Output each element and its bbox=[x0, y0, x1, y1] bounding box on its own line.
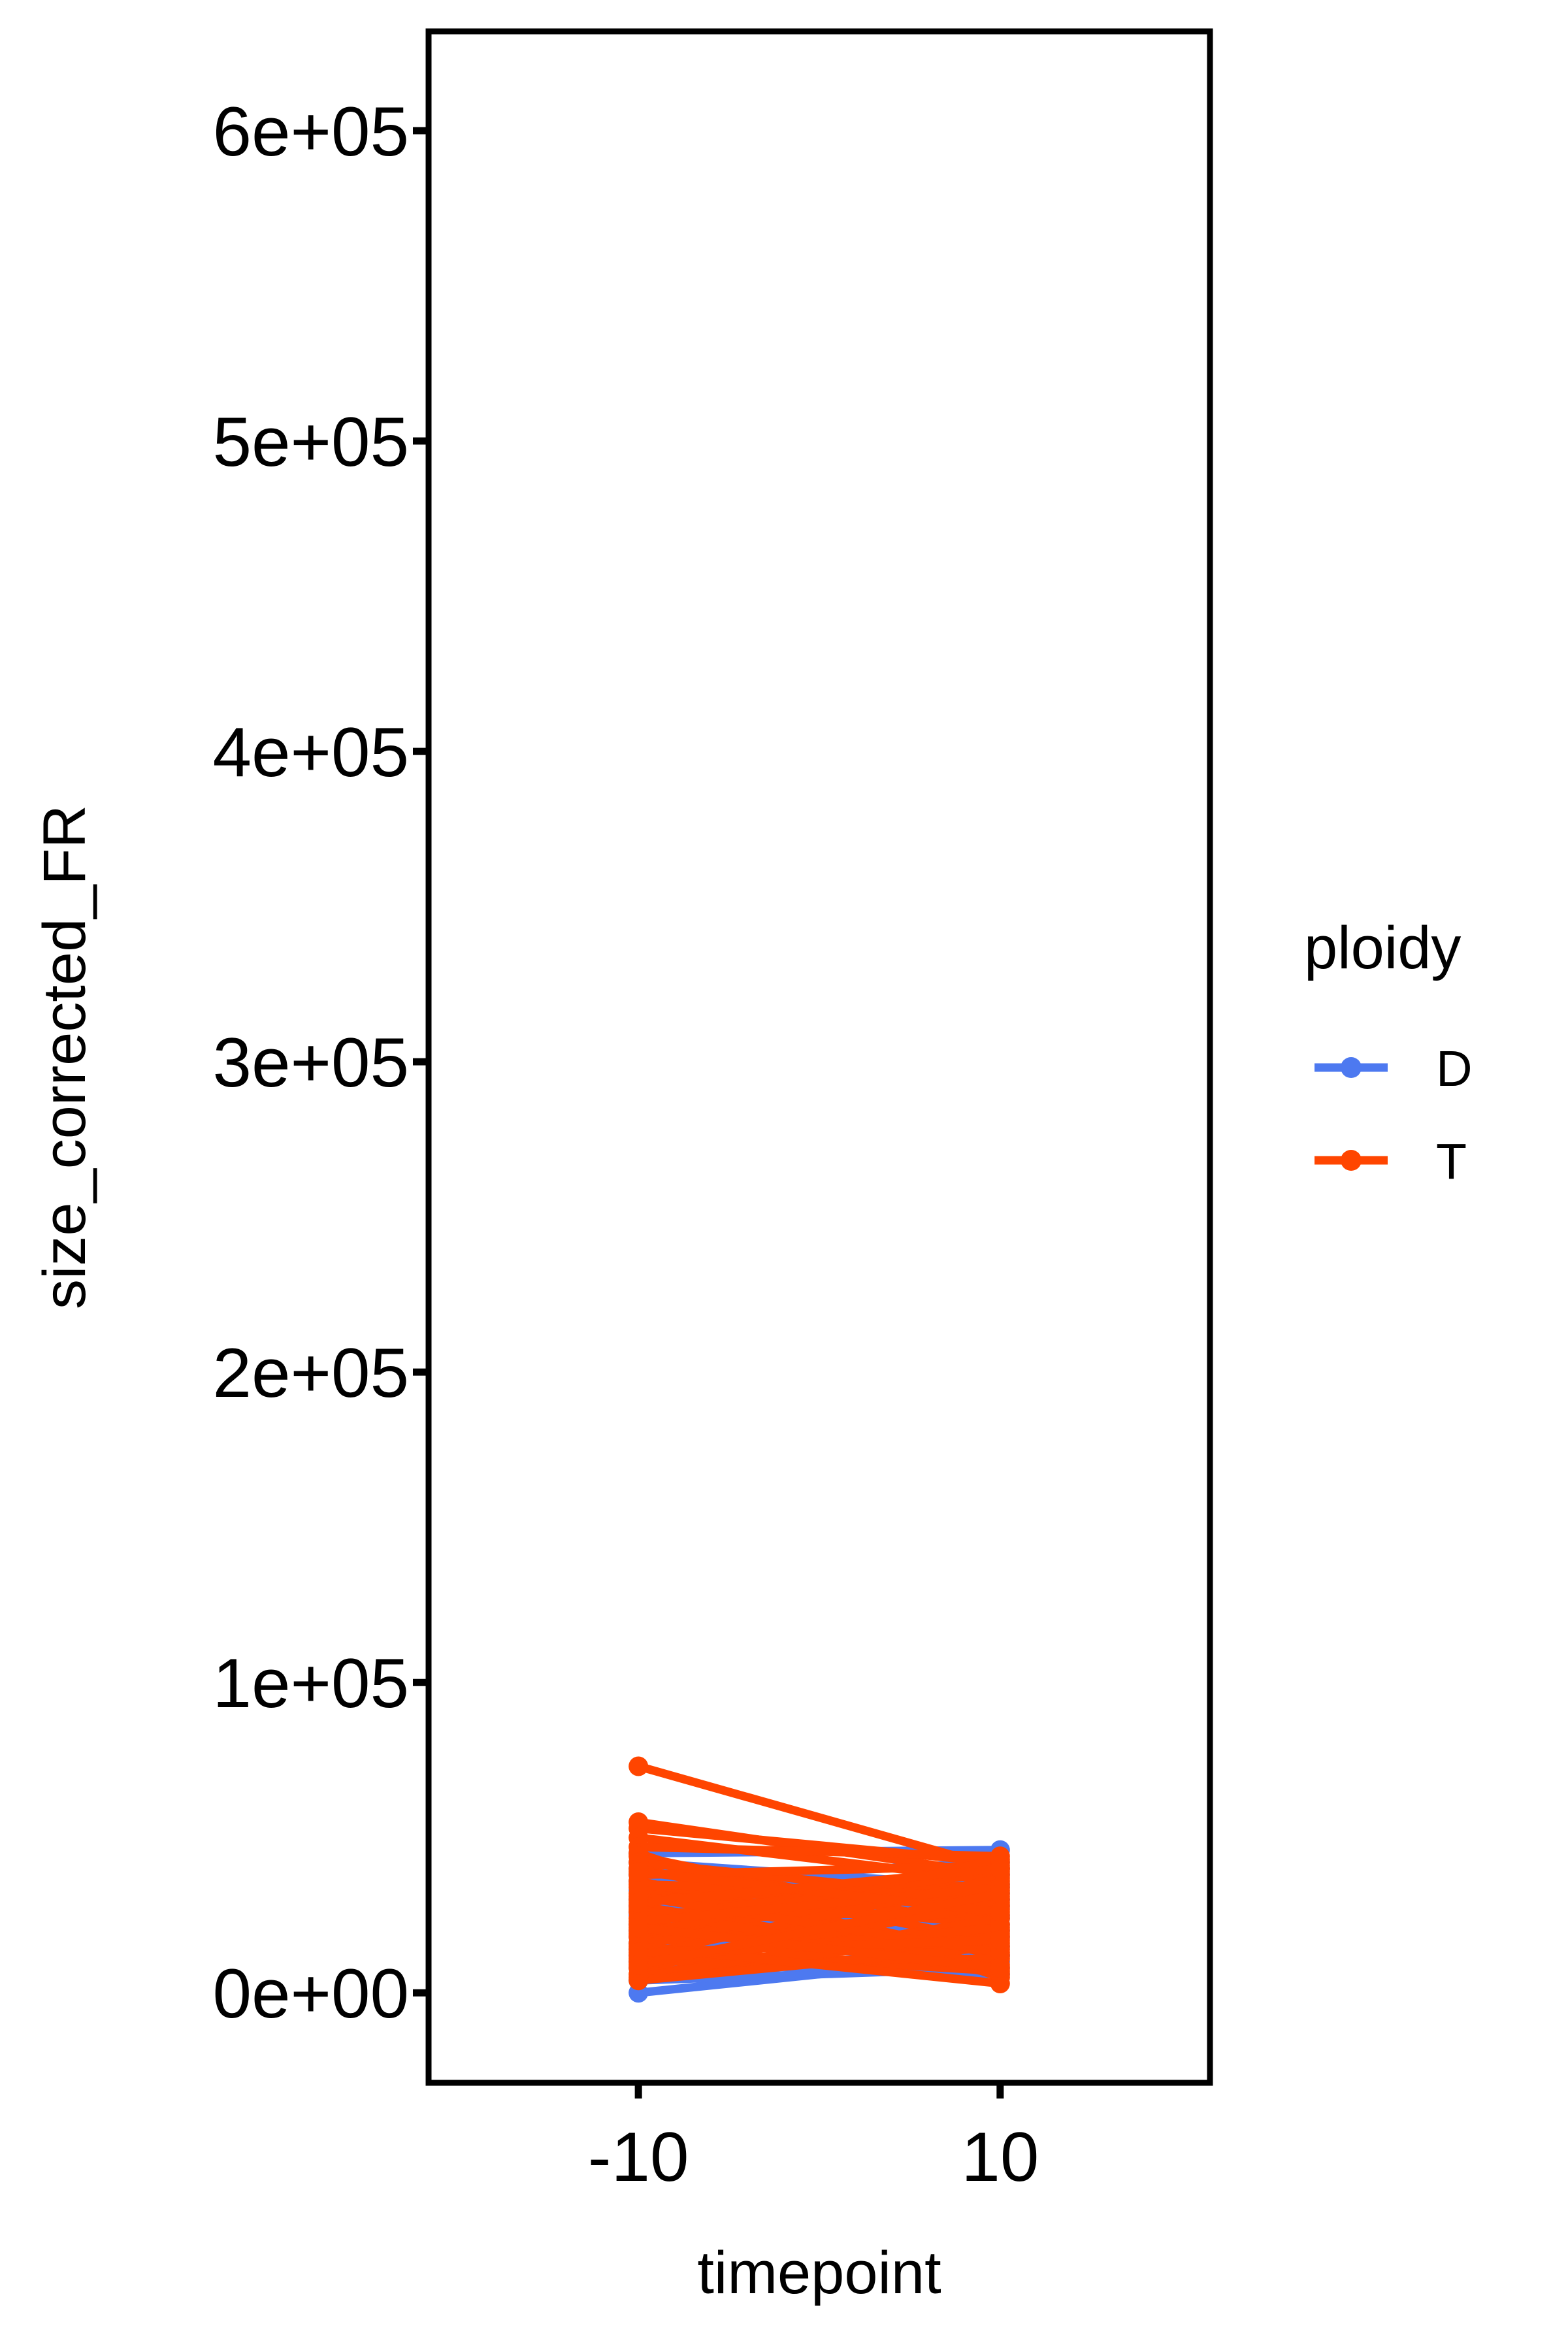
series-T bbox=[629, 1756, 1010, 1993]
legend-title: ploidy bbox=[1304, 915, 1461, 981]
y-axis-title: size_corrected_FR bbox=[31, 805, 98, 1309]
data-point bbox=[629, 1893, 649, 1913]
x-tick-label: -10 bbox=[588, 2117, 689, 2196]
x-axis-ticks: -10 10 bbox=[588, 2083, 1039, 2196]
series-line bbox=[634, 1889, 1005, 1969]
data-point bbox=[990, 1884, 1010, 1904]
series-line bbox=[634, 1883, 1005, 1926]
y-tick-label: 3e+05 bbox=[212, 1023, 409, 1102]
series-line bbox=[634, 1923, 1005, 1972]
data-point bbox=[629, 1756, 649, 1776]
data-point bbox=[990, 1859, 1010, 1879]
data-point bbox=[629, 1861, 649, 1882]
series-line bbox=[634, 1864, 1005, 1907]
legend-key-point bbox=[1341, 1057, 1362, 1078]
data-point bbox=[629, 1918, 649, 1938]
y-tick-label: 6e+05 bbox=[212, 92, 409, 171]
legend-key-point bbox=[1341, 1150, 1362, 1171]
data-point bbox=[629, 1955, 649, 1975]
y-tick-label: 1e+05 bbox=[212, 1644, 409, 1722]
y-tick-label: 5e+05 bbox=[212, 402, 409, 481]
y-axis-ticks: 0e+00 1e+05 2e+05 3e+05 4e+05 5e+05 6e+05 bbox=[212, 92, 429, 2033]
legend-label: D bbox=[1436, 1041, 1473, 1097]
series-layer bbox=[629, 1756, 1010, 2003]
y-tick-label: 2e+05 bbox=[212, 1333, 409, 1412]
legend-entry-D: D bbox=[1315, 1041, 1473, 1097]
legend-entry-T: T bbox=[1315, 1134, 1467, 1190]
x-tick-label: 10 bbox=[961, 2117, 1039, 2196]
legend: ploidy DT bbox=[1304, 915, 1473, 1190]
x-axis-title: timepoint bbox=[697, 2240, 941, 2306]
data-point bbox=[990, 1958, 1010, 1978]
data-point bbox=[990, 1902, 1010, 1922]
legend-label: T bbox=[1436, 1134, 1467, 1190]
y-tick-label: 0e+00 bbox=[212, 1954, 409, 2033]
data-point bbox=[629, 1970, 649, 1991]
y-tick-label: 4e+05 bbox=[212, 713, 409, 791]
legend-entries: DT bbox=[1315, 1041, 1473, 1190]
series-line bbox=[634, 1842, 1005, 1861]
data-point bbox=[990, 1930, 1010, 1950]
plot-panel-border bbox=[425, 28, 1213, 2086]
series-line bbox=[634, 1861, 1005, 1880]
